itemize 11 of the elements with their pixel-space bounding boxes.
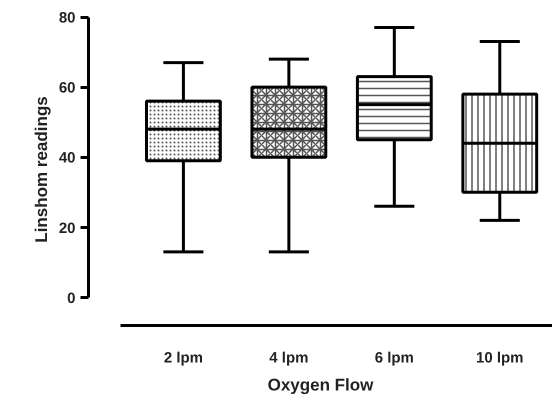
y-tick-label: 80 [58, 10, 76, 27]
y-axis-title: Linshom readings [32, 96, 51, 243]
x-tick-label: 10 lpm [476, 350, 524, 366]
x-tick-label: 6 lpm [374, 350, 414, 366]
x-tick-label: 2 lpm [164, 350, 204, 366]
y-tick-label: 40 [58, 150, 76, 167]
y-tick-label: 0 [67, 290, 76, 307]
x-axis-title: Oxygen Flow [268, 376, 374, 394]
x-tick-label: 4 lpm [269, 350, 308, 366]
y-tick-label: 60 [58, 80, 76, 97]
y-tick-label: 20 [58, 220, 76, 237]
